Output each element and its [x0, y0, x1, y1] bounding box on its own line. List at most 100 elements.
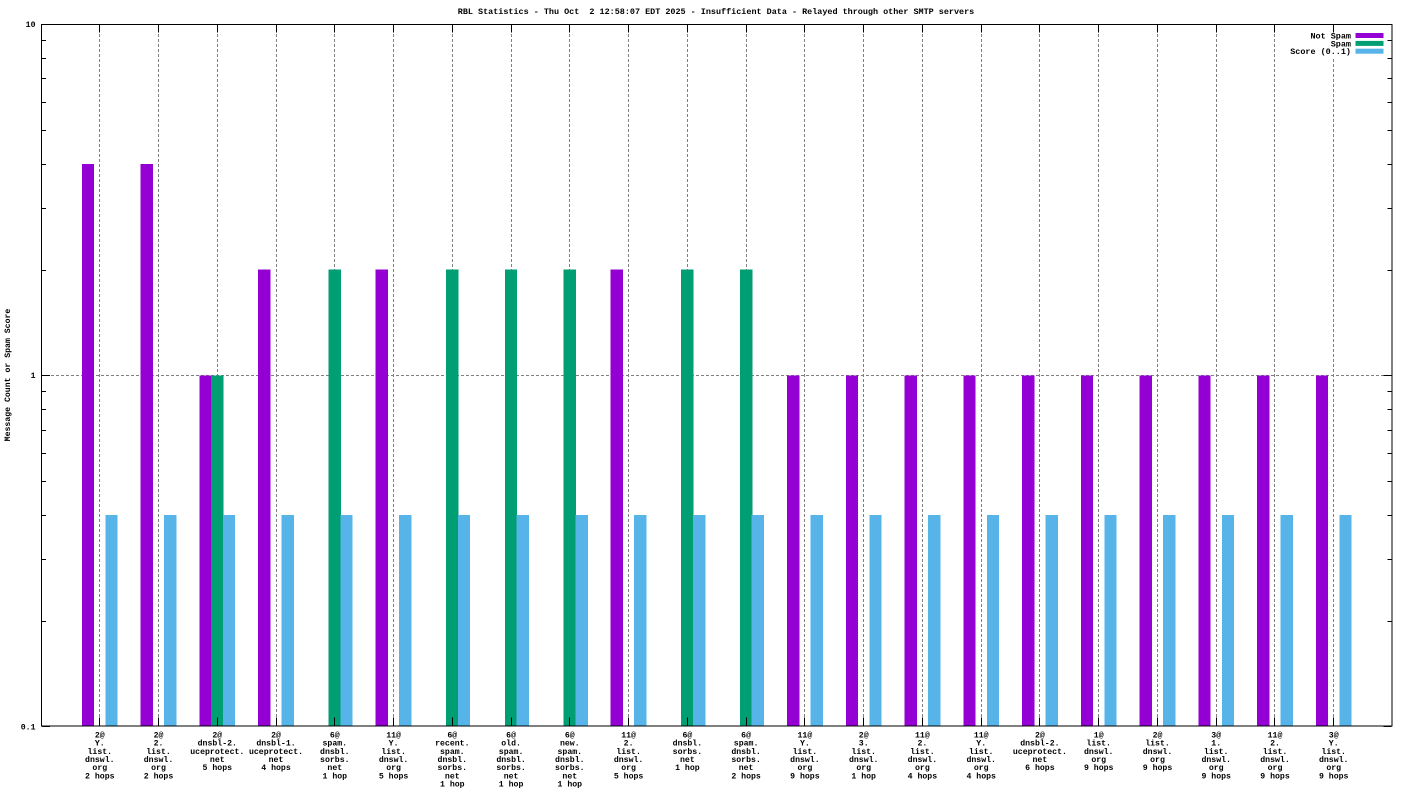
svg-text:4 hops: 4 hops [966, 771, 996, 781]
svg-text:dnsbl.: dnsbl. [731, 747, 760, 757]
svg-text:net: net [1033, 756, 1048, 765]
svg-text:9 hops: 9 hops [790, 771, 820, 781]
svg-text:spam.: spam. [558, 748, 583, 757]
svg-text:4 hops: 4 hops [261, 763, 291, 773]
svg-text:3@: 3@ [1211, 730, 1221, 740]
svg-text:dnsbl-1.: dnsbl-1. [256, 739, 295, 749]
svg-text:Y.: Y. [1329, 740, 1339, 749]
svg-text:2@: 2@ [154, 730, 164, 740]
svg-text:dnsbl.: dnsbl. [673, 739, 702, 749]
svg-text:6@: 6@ [741, 730, 751, 740]
svg-text:2.: 2. [624, 740, 634, 749]
svg-text:2@: 2@ [212, 730, 222, 740]
svg-text:net: net [327, 764, 342, 773]
svg-text:list.: list. [969, 747, 994, 757]
svg-text:2.: 2. [1270, 740, 1280, 749]
svg-text:dnswl.: dnswl. [790, 755, 819, 765]
svg-text:9 hops: 9 hops [1084, 763, 1114, 773]
svg-text:3@: 3@ [1329, 730, 1339, 740]
svg-text:9 hops: 9 hops [1143, 763, 1173, 773]
svg-text:dnswl.: dnswl. [966, 755, 995, 765]
svg-text:dnswl.: dnswl. [614, 755, 643, 765]
svg-text:list.: list. [910, 747, 935, 757]
svg-text:org: org [1326, 764, 1341, 773]
svg-text:11@: 11@ [915, 730, 930, 740]
svg-text:Y.: Y. [95, 740, 105, 749]
svg-text:1 hop: 1 hop [323, 771, 348, 781]
svg-text:6@: 6@ [447, 730, 457, 740]
svg-text:dnswl.: dnswl. [849, 755, 878, 765]
svg-text:2@: 2@ [95, 730, 105, 740]
svg-text:dnsbl.: dnsbl. [438, 755, 467, 765]
svg-text:list.: list. [1145, 739, 1170, 749]
svg-text:org: org [151, 764, 166, 773]
svg-text:org: org [1150, 756, 1165, 765]
svg-text:spam.: spam. [734, 740, 759, 749]
svg-text:org: org [621, 764, 636, 773]
svg-text:2@: 2@ [1153, 730, 1163, 740]
svg-text:org: org [974, 764, 989, 773]
svg-text:0.1: 0.1 [21, 724, 36, 733]
svg-text:dnsbl.: dnsbl. [496, 755, 525, 765]
svg-text:Y.: Y. [389, 740, 399, 749]
svg-text:1 hop: 1 hop [675, 763, 700, 773]
svg-text:2.: 2. [154, 740, 164, 749]
svg-text:list.: list. [793, 747, 818, 757]
svg-text:1@: 1@ [1094, 730, 1104, 740]
svg-text:dnsbl-2.: dnsbl-2. [1020, 739, 1059, 749]
svg-text:old.: old. [501, 739, 521, 749]
svg-text:list.: list. [1204, 747, 1229, 757]
svg-text:11@: 11@ [1268, 730, 1283, 740]
svg-text:10: 10 [26, 21, 36, 30]
svg-text:11@: 11@ [798, 730, 813, 740]
svg-text:sorbs.: sorbs. [731, 755, 760, 765]
svg-text:3.: 3. [859, 740, 869, 749]
svg-text:dnsbl.: dnsbl. [320, 747, 349, 757]
svg-text:1 hop: 1 hop [440, 780, 465, 790]
svg-text:spam.: spam. [323, 740, 348, 749]
svg-text:11@: 11@ [974, 730, 989, 740]
svg-text:Message Count or Spam Score: Message Count or Spam Score [4, 309, 13, 442]
svg-text:9 hops: 9 hops [1319, 771, 1349, 781]
svg-text:dnsbl.: dnsbl. [555, 755, 584, 765]
svg-text:uceprotect.: uceprotect. [1013, 748, 1067, 757]
svg-text:dnswl.: dnswl. [1143, 747, 1172, 757]
svg-text:dnswl.: dnswl. [908, 755, 937, 765]
svg-text:dnsbl-2.: dnsbl-2. [198, 739, 237, 749]
svg-text:2 hops: 2 hops [731, 771, 761, 781]
svg-text:sorbs.: sorbs. [555, 763, 584, 773]
svg-text:Y.: Y. [800, 740, 810, 749]
svg-text:net: net [269, 756, 284, 765]
svg-text:2 hops: 2 hops [85, 771, 115, 781]
svg-text:RBL Statistics - Thu Oct 2 12: RBL Statistics - Thu Oct 2 12:58:07 EDT … [458, 7, 974, 17]
svg-text:uceprotect.: uceprotect. [190, 748, 244, 757]
svg-text:5 hops: 5 hops [614, 771, 644, 781]
svg-text:2.: 2. [917, 740, 927, 749]
svg-text:5 hops: 5 hops [203, 763, 233, 773]
svg-text:9 hops: 9 hops [1260, 771, 1290, 781]
svg-text:net: net [504, 772, 519, 781]
svg-text:6@: 6@ [330, 730, 340, 740]
svg-text:2 hops: 2 hops [144, 771, 174, 781]
svg-text:6@: 6@ [565, 730, 575, 740]
svg-text:9 hops: 9 hops [1201, 771, 1231, 781]
svg-text:2@: 2@ [1035, 730, 1045, 740]
svg-text:list.: list. [1086, 739, 1111, 749]
svg-text:net: net [562, 772, 577, 781]
svg-text:org: org [1268, 764, 1283, 773]
svg-text:dnswl.: dnswl. [144, 755, 173, 765]
svg-text:org: org [1209, 764, 1224, 773]
svg-text:new.: new. [560, 740, 580, 749]
svg-text:list.: list. [381, 747, 406, 757]
svg-text:sorbs.: sorbs. [496, 763, 525, 773]
svg-text:org: org [1091, 756, 1106, 765]
svg-text:4 hops: 4 hops [908, 771, 938, 781]
svg-text:dnswl.: dnswl. [1319, 755, 1348, 765]
svg-text:list.: list. [851, 747, 876, 757]
svg-text:net: net [739, 764, 754, 773]
svg-text:Spam: Spam [1331, 39, 1351, 49]
svg-text:list.: list. [1321, 747, 1346, 757]
svg-text:5 hops: 5 hops [379, 771, 409, 781]
svg-text:6@: 6@ [506, 730, 516, 740]
svg-text:dnswl.: dnswl. [379, 755, 408, 765]
